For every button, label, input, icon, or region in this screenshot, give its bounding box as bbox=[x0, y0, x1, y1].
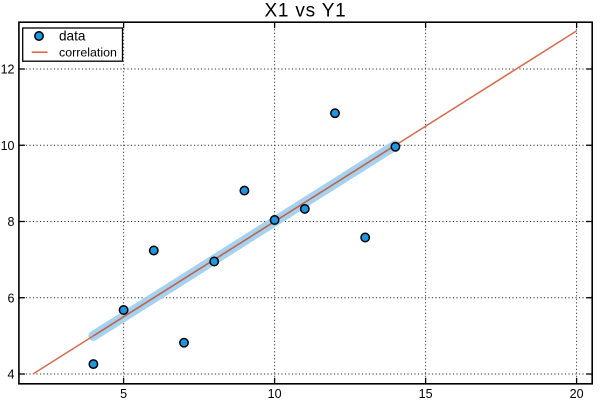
svg-text:12: 12 bbox=[1, 63, 15, 77]
svg-text:5: 5 bbox=[120, 387, 127, 400]
svg-text:15: 15 bbox=[419, 387, 433, 400]
svg-text:correlation: correlation bbox=[59, 46, 117, 60]
svg-text:X1 vs Y1: X1 vs Y1 bbox=[264, 1, 346, 22]
svg-text:10: 10 bbox=[1, 139, 15, 153]
svg-text:10: 10 bbox=[268, 387, 282, 400]
svg-text:20: 20 bbox=[570, 387, 584, 400]
svg-text:8: 8 bbox=[8, 215, 15, 229]
svg-text:6: 6 bbox=[8, 291, 15, 305]
svg-text:data: data bbox=[59, 28, 86, 43]
svg-text:4: 4 bbox=[8, 368, 15, 382]
